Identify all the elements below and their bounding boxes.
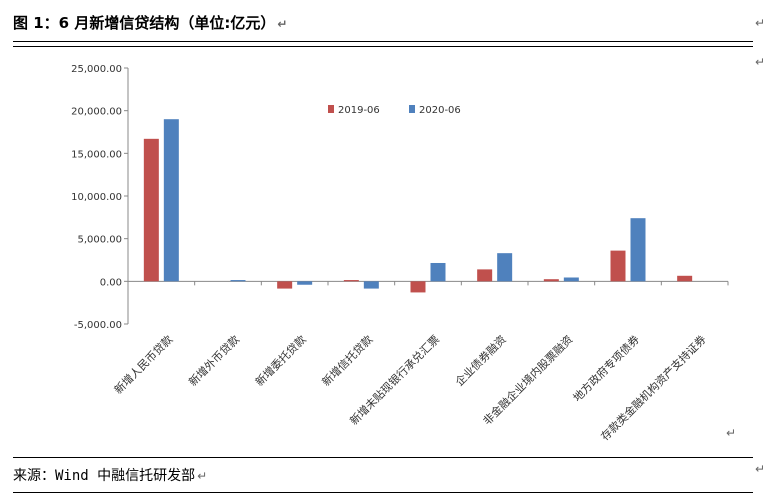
edge-return-mark: ↵: [755, 462, 766, 476]
bar-2019-06-6: [543, 279, 559, 282]
legend-label: 2020-06: [419, 105, 461, 116]
y-tick-label: -5,000.00: [74, 320, 122, 331]
y-tick-label: 25,000.00: [71, 64, 122, 75]
source-top-rule: [13, 457, 753, 458]
x-category-label: 企业债券融资: [452, 332, 509, 389]
return-mark: ↵: [277, 17, 288, 31]
x-category-label: 新增信托贷款: [319, 332, 376, 389]
legend-swatch: [328, 105, 334, 113]
x-category-label: 新增人民币贷款: [111, 332, 175, 396]
edge-return-mark: ↵: [755, 16, 766, 30]
bar-2020-06-2: [297, 281, 313, 285]
y-tick-label: 5,000.00: [77, 235, 122, 246]
x-category-label: 新增委托贷款: [252, 332, 309, 389]
y-tick-label: 15,000.00: [71, 149, 122, 160]
source-line: 来源：Wind 中融信托研发部 ↵: [13, 465, 207, 485]
title-top-rule: [13, 41, 753, 42]
y-tick-label: 10,000.00: [71, 192, 122, 203]
chart-container: 25,000.00 20,000.00 15,000.00 10,000.00 5,00…: [13, 50, 754, 455]
bar-2020-06-4: [430, 262, 446, 282]
source-label: 来源：: [13, 468, 55, 484]
bar-2020-06-0: [163, 119, 179, 282]
bar-2019-06-8: [677, 275, 693, 282]
source-bottom-rule: [13, 492, 753, 493]
edge-return-mark: ↵: [755, 55, 766, 69]
bar-2019-06-3: [343, 280, 359, 282]
legend-swatch: [409, 105, 415, 113]
bar-2019-06-4: [410, 281, 426, 293]
y-tick-label: 20,000.00: [71, 107, 122, 118]
bar-2020-06-6: [563, 277, 579, 282]
bar-chart: 25,000.00 20,000.00 15,000.00 10,000.00 5,00…: [71, 64, 729, 443]
bar-2019-06-0: [143, 138, 159, 282]
figure-title-text: 图 1：6 月新增信贷结构（单位:亿元）: [13, 14, 276, 32]
figure-title: 图 1：6 月新增信贷结构（单位:亿元） ↵: [13, 12, 287, 33]
bar-2019-06-7: [610, 250, 626, 282]
bar-2020-06-5: [497, 253, 513, 282]
x-category-label: 新增外币贷款: [186, 332, 243, 389]
bar-2020-06-1: [230, 280, 246, 282]
bar-2019-06-2: [277, 281, 293, 289]
y-tick-label: 0.00: [100, 277, 122, 288]
bar-2019-06-5: [477, 269, 493, 282]
x-category-label: 存款类金融机构资产支持证券: [598, 332, 709, 443]
bar-2020-06-3: [363, 281, 379, 289]
title-bottom-rule: [13, 46, 753, 47]
source-return-mark: ↵: [197, 469, 208, 483]
legend-label: 2019-06: [338, 105, 380, 116]
x-category-label: 地方政府专项债券: [570, 332, 642, 404]
edge-return-mark: ↵: [726, 426, 737, 440]
bar-2020-06-7: [630, 218, 646, 282]
source-text: Wind 中融信托研发部: [55, 468, 196, 484]
